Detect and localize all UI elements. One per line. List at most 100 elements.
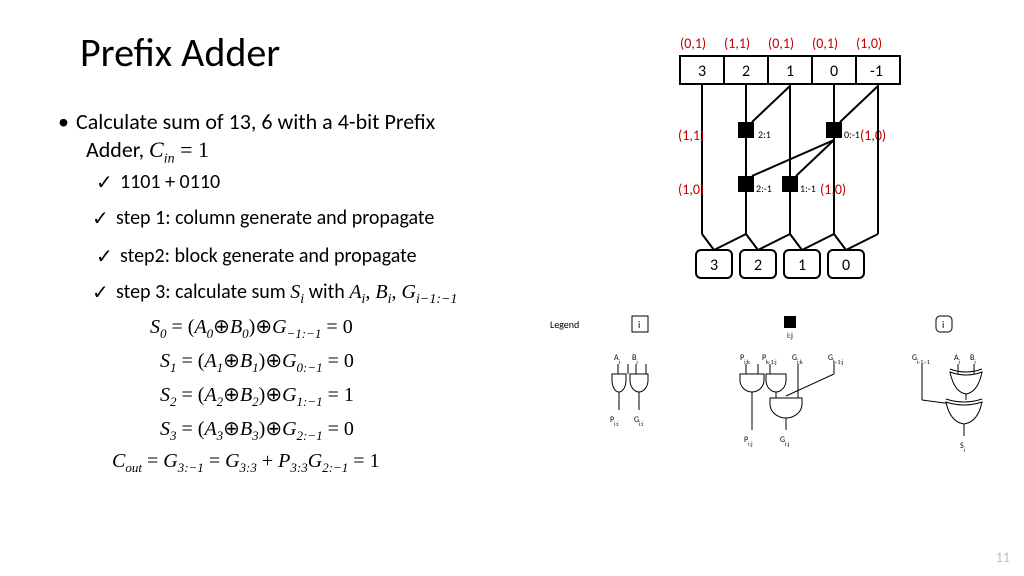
eq-Cout-l: C <box>112 450 125 472</box>
legend-gate-sum: Gi-1:-1 Ai Bi Si <box>912 353 982 454</box>
eq-Cout-p: P <box>278 450 290 472</box>
svg-text:Bi: Bi <box>632 353 638 366</box>
eq-S0-b: B <box>230 316 242 338</box>
tree-red-1: (1,1) <box>724 35 750 52</box>
legend-gate-black: Pi:k Pk-1:j Gi:k Gk-1:j Pi:j Gi:j <box>740 353 844 448</box>
eq-Cout: Cout = G3:−1 = G3:3 + P3:3G2:−1 = 1 <box>112 450 380 476</box>
eq-S2-g: G <box>282 384 296 406</box>
tree-mid-red-l: (1,1) <box>678 127 704 144</box>
sub-bullet-2: step 1: column generate and propagate <box>116 206 434 230</box>
lg-pk1j-sub: k-1:j <box>766 358 777 366</box>
tree-top-1: 2 <box>742 62 750 81</box>
eq-S0-g: G <box>272 316 286 338</box>
svg-text:Pi:j: Pi:j <box>744 435 753 448</box>
lg-gk1j-sub: k-1:j <box>833 358 844 366</box>
sub4-Gi: i−1:−1 <box>416 292 457 307</box>
eq-S1-gi: 0:−1 <box>297 360 323 375</box>
eq-S0-gi: −1:−1 <box>287 326 322 341</box>
eq-Cout-g1: G <box>163 450 177 472</box>
lg-pij-sub: i:j <box>748 440 753 448</box>
eq-S0-r: 0 <box>343 316 353 338</box>
svg-text:Ai: Ai <box>954 353 961 366</box>
svg-text:Gi:i: Gi:i <box>634 415 644 428</box>
eq-S0: S0 = (A0⊕B0)⊕G−1:−1 = 0 <box>150 314 353 342</box>
legend-diagram: Legend i i:j i Ai Bi Pi:i Gi:i Pi:k <box>540 310 1020 510</box>
tree-red-0: (0,1) <box>680 35 706 52</box>
bullet-main: Calculate sum of 13, 6 with a 4-bit Pref… <box>76 108 435 135</box>
svg-text:Pi:i: Pi:i <box>610 415 619 428</box>
tree-low-red-r: (1,0) <box>820 181 846 198</box>
cin-C: C <box>149 137 164 162</box>
eq-S2-r: 1 <box>344 384 354 406</box>
sub-bullet-4: step 3: calculate sum Si with Ai, Bi, Gi… <box>116 280 457 308</box>
sub4-a: step 3: calculate sum <box>116 280 290 304</box>
eq-S3-a: A <box>204 418 216 440</box>
sub4-G: G <box>402 281 416 303</box>
tree-mid-blk-l: 2:1 <box>758 128 771 141</box>
lg-pii-sub: i:i <box>614 420 619 428</box>
tree-low-blk-l: 2:-1 <box>756 182 772 195</box>
eq-Cout-g2: G <box>225 450 239 472</box>
cin-eq: = 1 <box>175 137 209 162</box>
svg-text:Gi-1:-1: Gi-1:-1 <box>912 353 930 366</box>
tree-red-4: (1,0) <box>856 35 882 52</box>
tree-bot-3: 0 <box>842 256 850 275</box>
svg-text:Ai: Ai <box>614 353 621 366</box>
tree-top-3: 0 <box>830 62 838 81</box>
eq-S1: S1 = (A1⊕B1)⊕G0:−1 = 0 <box>160 348 354 376</box>
eq-S2: S2 = (A2⊕B2)⊕G1:−1 = 1 <box>160 382 354 410</box>
tree-bot-1: 2 <box>754 256 762 275</box>
tree-top-row: 3 2 1 0 -1 <box>680 56 900 84</box>
eq-S2-a: A <box>204 384 216 406</box>
svg-text:Pi:k: Pi:k <box>740 353 750 366</box>
eq-S1-b: B <box>240 350 252 372</box>
eq-S2-l: S <box>160 384 170 406</box>
lg-si-sub: i <box>964 446 966 454</box>
eq-S3-l: S <box>160 418 170 440</box>
sub4-mid: with <box>304 280 349 304</box>
sub-bullet-1: 1101 + 0110 <box>120 170 220 194</box>
svg-text:Gk-1:j: Gk-1:j <box>828 353 844 366</box>
tree-top-0: 3 <box>698 62 706 81</box>
slide-title: Prefix Adder <box>80 28 280 77</box>
eq-Cout-li: out <box>125 460 142 475</box>
eq-S1-a: A <box>204 350 216 372</box>
eq-S3-g: G <box>282 418 296 440</box>
tree-low-red-l: (1,0) <box>678 181 704 198</box>
lg-bi-sub: i <box>636 358 638 366</box>
prefix-tree-diagram: (0,1) (1,1) (0,1) (0,1) (1,0) 3 2 1 0 -1 <box>650 34 950 294</box>
eq-S1-g: G <box>282 350 296 372</box>
tree-cell-2-n1 <box>738 176 754 192</box>
legend-i: i <box>638 318 640 331</box>
eq-Cout-g3i: 2:−1 <box>322 460 348 475</box>
tree-cell-2-1 <box>738 122 754 138</box>
tree-bot-0: 3 <box>710 256 718 275</box>
sub4-A: A <box>349 281 361 303</box>
tree-red-3: (0,1) <box>812 35 838 52</box>
cin-sub: in <box>164 151 175 166</box>
lg-pik-sub: i:k <box>744 358 750 366</box>
tree-bot-2: 1 <box>798 256 806 275</box>
eq-S3-gi: 2:−1 <box>297 428 323 443</box>
tree-mid-blk-r: 0:-1 <box>844 128 860 141</box>
tree-low-blk-r: 1:-1 <box>800 182 816 195</box>
tree-top-2: 1 <box>786 62 794 81</box>
lg-ai-sub: i <box>619 358 621 366</box>
eq-S3-b: B <box>240 418 252 440</box>
tree-red-2: (0,1) <box>768 35 794 52</box>
eq-Cout-pi: 3:3 <box>290 460 307 475</box>
tree-bottom-row: 3 2 1 0 <box>696 250 864 278</box>
sub4-B: B <box>375 281 387 303</box>
legend-title: Legend <box>550 318 579 331</box>
eq-Cout-g2i: 3:3 <box>240 460 257 475</box>
eq-Cout-g1i: 3:−1 <box>178 460 204 475</box>
tree-cell-0-1 <box>826 122 842 138</box>
tree-top-4: -1 <box>870 62 883 81</box>
eq-S3: S3 = (A3⊕B3)⊕G2:−1 = 0 <box>160 416 354 444</box>
bullet-main-line2: Adder, Cin = 1 <box>86 136 209 167</box>
lg-gij-sub: i:j <box>785 440 790 448</box>
legend-black-box <box>784 316 796 328</box>
eq-S1-l: S <box>160 350 170 372</box>
eq-Cout-r: 1 <box>370 450 380 472</box>
eq-S3-r: 0 <box>344 418 354 440</box>
